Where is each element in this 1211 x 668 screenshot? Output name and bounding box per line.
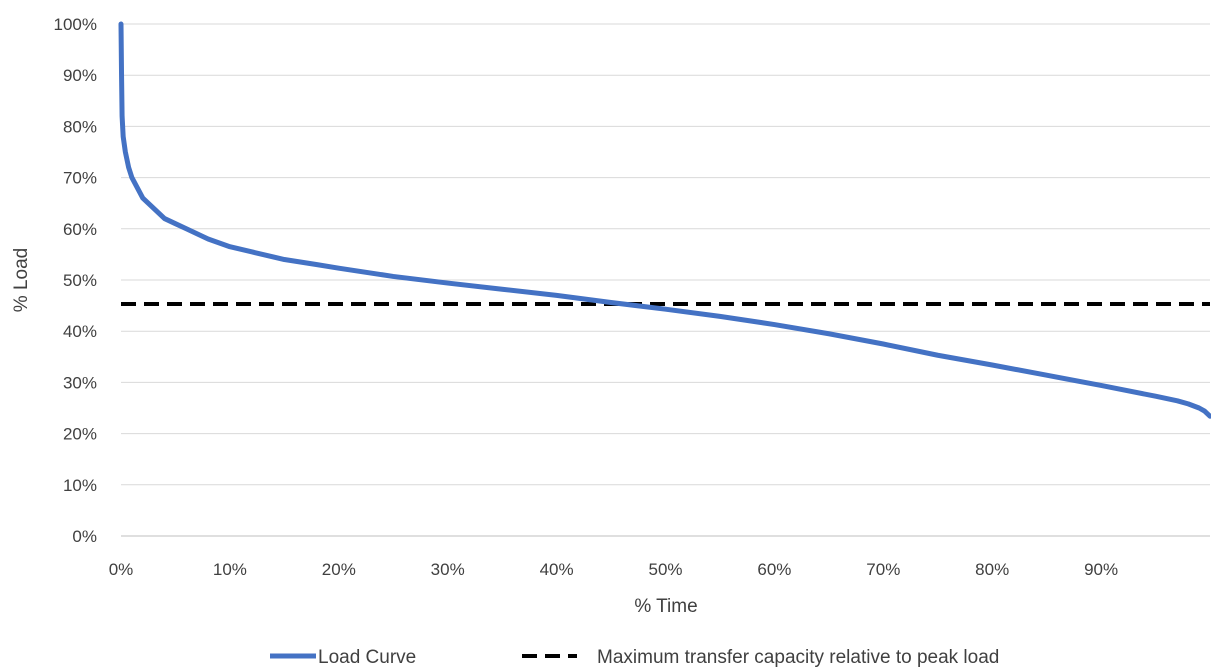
y-tick-label: 10%	[63, 476, 97, 495]
y-tick-label: 30%	[63, 373, 97, 392]
y-tick-label: 70%	[63, 169, 97, 188]
legend: Load Curve Maximum transfer capacity rela…	[270, 647, 999, 668]
y-tick-label: 90%	[63, 66, 97, 85]
x-tick-label: 60%	[757, 560, 791, 579]
x-tick-label: 10%	[213, 560, 247, 579]
x-tick-label: 20%	[322, 560, 356, 579]
y-tick-label: 0%	[72, 527, 97, 546]
y-tick-label: 50%	[63, 271, 97, 290]
x-tick-label: 80%	[975, 560, 1009, 579]
series-layer	[118, 21, 1211, 419]
x-tick-label: 70%	[866, 560, 900, 579]
x-tick-label: 50%	[648, 560, 682, 579]
y-axis-ticks: 0% 10% 20% 30% 40% 50% 60% 70% 80% 90% 100%	[54, 15, 97, 546]
y-axis-title: % Load	[11, 248, 32, 312]
x-tick-label: 0%	[109, 560, 134, 579]
y-tick-label: 80%	[63, 117, 97, 136]
x-tick-label: 30%	[431, 560, 465, 579]
gridlines	[121, 23, 1210, 537]
load-curve-line	[118, 21, 1211, 419]
legend-label: Maximum transfer capacity relative to pe…	[597, 647, 999, 668]
x-axis-title: % Time	[634, 596, 697, 617]
y-tick-label: 100%	[54, 15, 97, 34]
y-tick-label: 60%	[63, 220, 97, 239]
x-tick-label: 40%	[540, 560, 574, 579]
legend-label: Load Curve	[318, 647, 416, 668]
y-tick-label: 40%	[63, 322, 97, 341]
x-axis-ticks: 0% 10% 20% 30% 40% 50% 60% 70% 80% 90%	[109, 560, 1118, 579]
y-tick-label: 20%	[63, 425, 97, 444]
x-tick-label: 90%	[1084, 560, 1118, 579]
